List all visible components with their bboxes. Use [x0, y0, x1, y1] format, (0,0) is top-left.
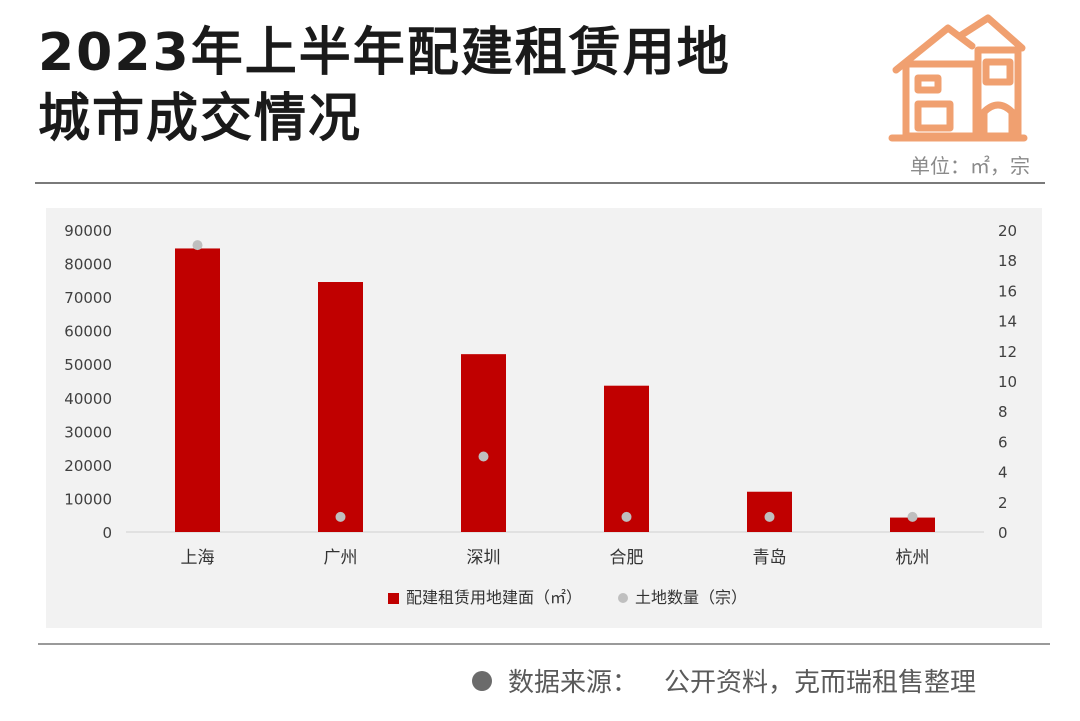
- x-tick-label: 广州: [324, 548, 358, 568]
- y-right-tick-label: 4: [998, 464, 1008, 482]
- y-left-tick-label: 60000: [64, 323, 112, 341]
- y-right-tick-label: 18: [998, 252, 1017, 270]
- bar: [461, 354, 506, 532]
- x-tick-label: 杭州: [896, 548, 930, 568]
- x-tick-label: 青岛: [753, 548, 787, 568]
- chart: 0 10000 20000 30000 40000 50000 60000 70000 8000…: [64, 222, 1017, 607]
- house-icon: [888, 14, 1028, 142]
- bar: [747, 491, 792, 532]
- bar: [318, 282, 363, 532]
- divider-bottom: [38, 643, 1050, 645]
- bar: [175, 248, 220, 532]
- point: [478, 451, 489, 462]
- legend-label-point: 土地数量（宗）: [635, 588, 747, 607]
- y-left-tick-label: 80000: [64, 256, 112, 274]
- unit-label: 单位：㎡，宗: [910, 154, 1030, 178]
- y-left-tick-label: 70000: [64, 289, 112, 307]
- legend-swatch-bar: [388, 593, 399, 604]
- legend-label-bar: 配建租赁用地建面（㎡）: [406, 588, 582, 607]
- y-left-tick-label: 50000: [64, 356, 112, 374]
- point: [192, 240, 203, 251]
- y-right-tick-label: 2: [998, 494, 1008, 512]
- y-left-tick-label: 30000: [64, 423, 112, 441]
- y-left-tick-label: 10000: [64, 490, 112, 508]
- y-right-tick-label: 12: [998, 343, 1017, 361]
- y-left-tick-label: 0: [102, 524, 112, 542]
- chart-panel: 0 10000 20000 30000 40000 50000 60000 70000 8000…: [46, 208, 1042, 628]
- point: [764, 511, 775, 522]
- y-right-tick-label: 14: [998, 313, 1017, 331]
- bar: [604, 385, 649, 532]
- y-left-tick-label: 40000: [64, 390, 112, 408]
- source-label: 数据来源：: [508, 668, 639, 698]
- y-right-tick-label: 10: [998, 373, 1017, 391]
- point: [621, 511, 632, 522]
- bar: [890, 517, 935, 532]
- x-tick-label: 深圳: [467, 548, 501, 568]
- title-line-1: 2023年上半年配建租赁用地: [38, 23, 731, 83]
- source-note: 数据来源： 公开资料，克而瑞租售整理: [472, 662, 976, 699]
- source-text: 公开资料，克而瑞租售整理: [664, 668, 977, 698]
- divider-top: [35, 182, 1045, 184]
- y-left-tick-label: 90000: [64, 222, 112, 240]
- point: [907, 511, 918, 522]
- x-tick-label: 上海: [181, 548, 215, 568]
- y-right-tick-label: 6: [998, 433, 1008, 451]
- y-right-tick-label: 16: [998, 282, 1017, 300]
- page-title: 2023年上半年配建租赁用地 城市成交情况: [38, 20, 858, 152]
- y-right-tick-label: 20: [998, 222, 1017, 240]
- bullet-icon: [472, 670, 492, 691]
- title-line-2: 城市成交情况: [38, 89, 363, 149]
- y-right-tick-label: 0: [998, 524, 1008, 542]
- legend-swatch-point: [618, 593, 628, 603]
- point: [335, 511, 346, 522]
- y-right-tick-label: 8: [998, 403, 1008, 421]
- x-tick-label: 合肥: [610, 548, 644, 568]
- y-left-tick-label: 20000: [64, 457, 112, 475]
